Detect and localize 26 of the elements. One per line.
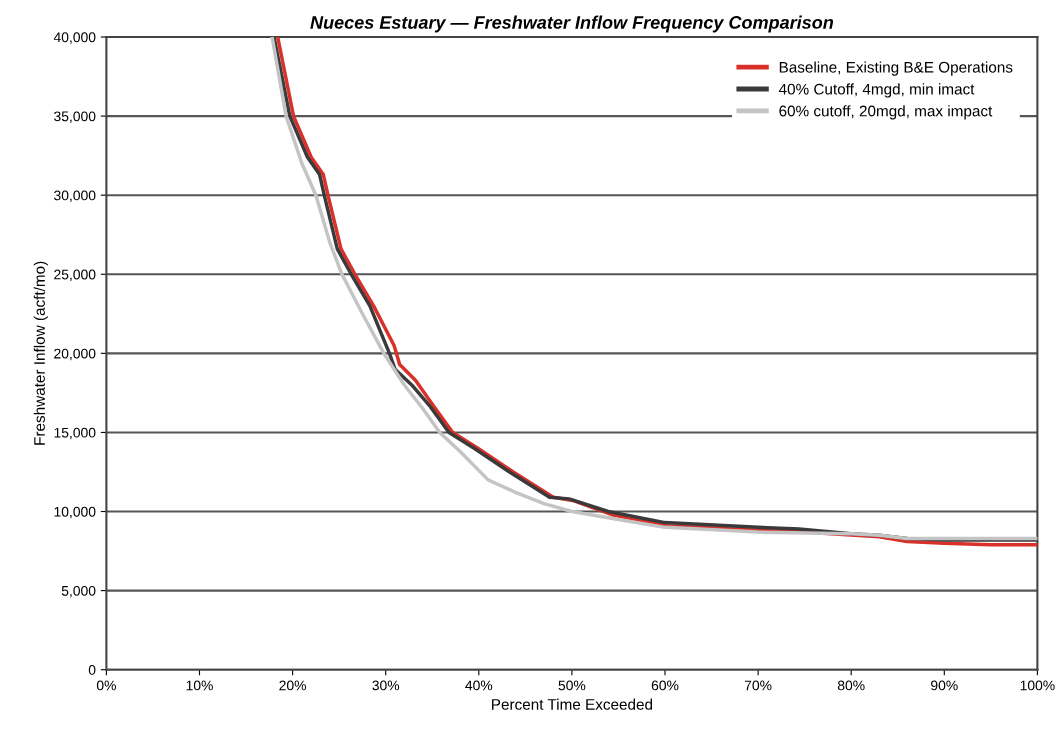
x-tick-label: 100% (1020, 680, 1055, 691)
x-axis-title: Percent Time Exceeded (492, 698, 653, 710)
x-tick-label: 10% (186, 680, 213, 691)
y-tick-label: 35,000 (54, 111, 96, 123)
y-tick-label: 10,000 (54, 506, 96, 519)
x-tick-label: 50% (558, 680, 586, 691)
legend-label: 60% cutoff, 20mgd, max impact (779, 105, 993, 120)
chart-title: Nueces Estuary — Freshwater Inflow Frequency Comparison (310, 15, 834, 33)
y-axis-title: Freshwater Inflow (acft/mo) (33, 261, 48, 445)
y-tick-label: 0 (88, 665, 96, 675)
y-tick-label: 20,000 (54, 348, 96, 361)
x-tick-label: 60% (651, 680, 679, 691)
y-tick-label: 30,000 (54, 190, 96, 202)
y-tick-label: 15,000 (54, 427, 96, 440)
x-tick-label: 70% (744, 680, 772, 691)
x-tick-label: 30% (372, 680, 400, 691)
legend-label: 40% Cutoff, 4mgd, min imact (778, 83, 975, 98)
x-tick-label: 0% (96, 680, 116, 691)
y-tick-label: 25,000 (54, 269, 96, 282)
x-tick-label: 40% (465, 680, 493, 691)
y-tick-label: 5,000 (61, 585, 96, 598)
x-tick-label: 90% (931, 680, 958, 691)
legend-label: Baseline, Existing B&E Operations (779, 61, 1013, 76)
x-tick-label: 80% (837, 680, 865, 691)
x-tick-label: 20% (279, 680, 307, 691)
y-tick-label: 40,000 (53, 32, 96, 44)
